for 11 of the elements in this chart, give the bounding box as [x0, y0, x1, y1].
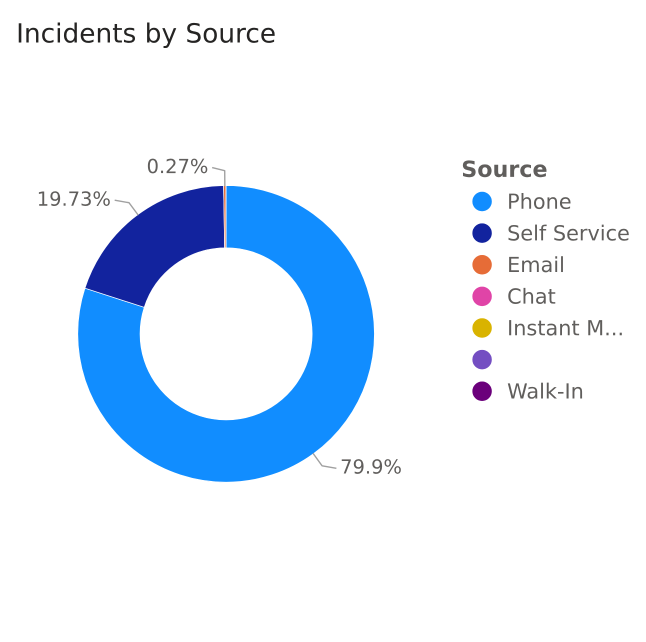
legend-label: Phone [509, 192, 571, 210]
legend-label: Instant M... [509, 320, 622, 336]
legend-label: Chat [508, 288, 556, 304]
legend-label: Self Service [508, 224, 629, 241]
data-label: 0.27% [148, 158, 208, 174]
data-label: 19.73% [38, 191, 110, 206]
chart-title: Incidents by Source [18, 22, 275, 48]
legend-label: Walk-In [508, 382, 582, 399]
legend-label: Email [509, 256, 563, 272]
data-label: 79.9% [342, 459, 401, 474]
legend-title: Source [462, 160, 546, 178]
